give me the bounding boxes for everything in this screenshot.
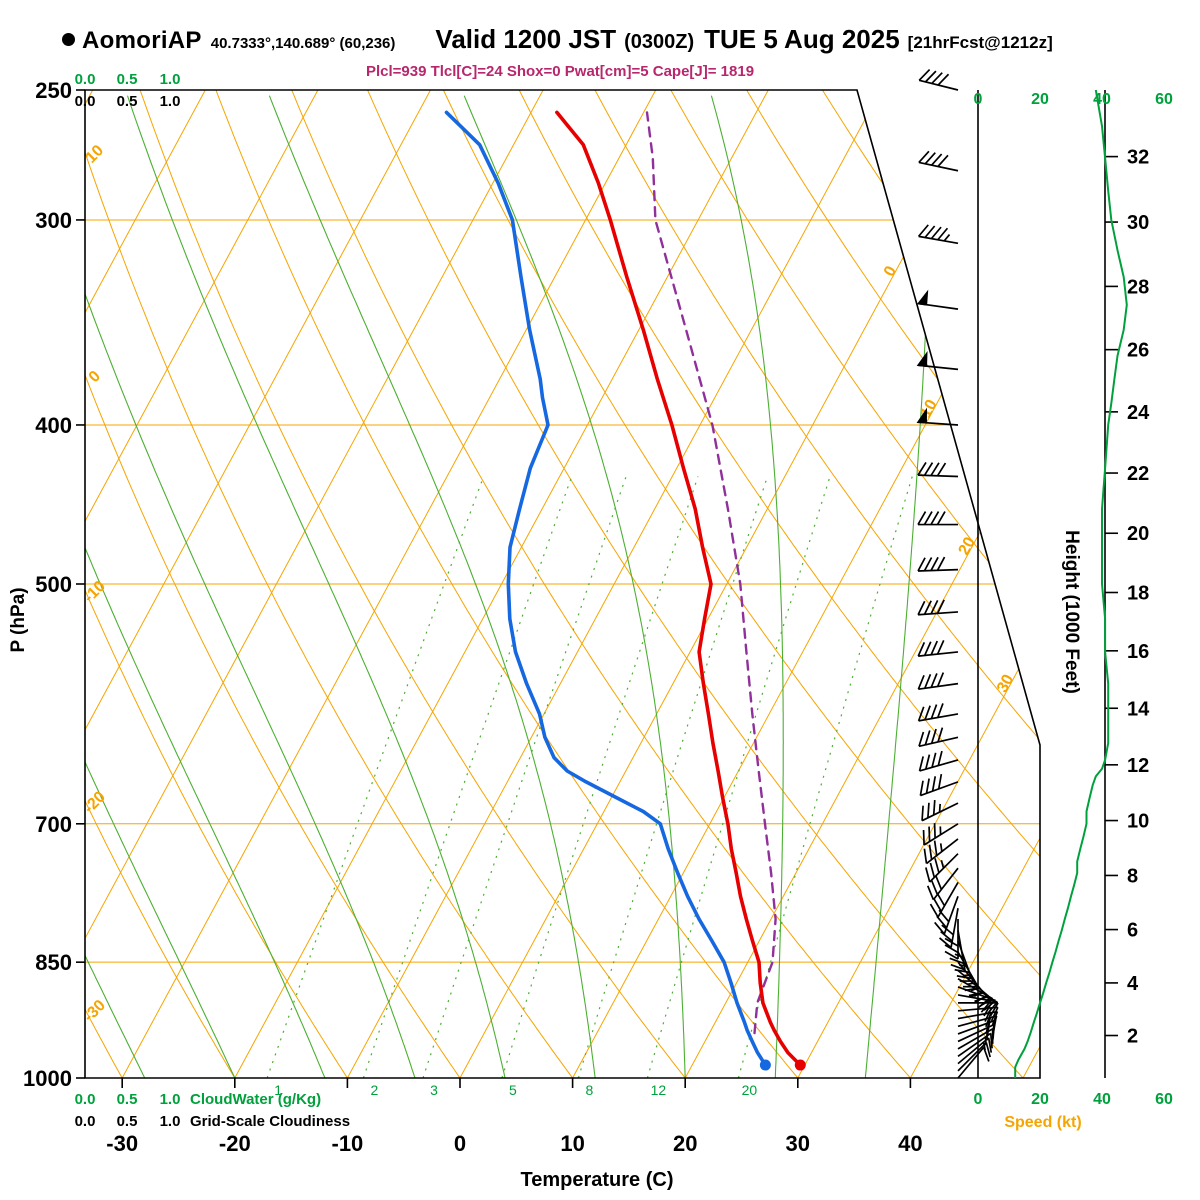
svg-text:20: 20 (956, 534, 979, 558)
wind-barb-column (916, 68, 999, 1079)
svg-text:4: 4 (1127, 973, 1139, 995)
svg-text:30: 30 (994, 672, 1017, 696)
svg-text:28: 28 (1127, 276, 1149, 298)
svg-text:0.5: 0.5 (117, 71, 138, 88)
background-grid (85, 90, 1040, 1078)
svg-text:0.0: 0.0 (75, 93, 96, 110)
forecast-tag: [21hrFcst@1212z] (907, 33, 1053, 52)
speed-axis-title: Speed (kt) (1004, 1114, 1081, 1131)
svg-text:0.0: 0.0 (75, 1091, 96, 1108)
svg-text:30: 30 (786, 1131, 810, 1156)
temperature-curve (555, 110, 803, 1067)
svg-text:850: 850 (35, 950, 72, 975)
svg-text:20: 20 (673, 1131, 697, 1156)
svg-text:0: 0 (454, 1131, 466, 1156)
svg-text:10: 10 (83, 142, 108, 167)
svg-text:2: 2 (1127, 1026, 1138, 1048)
svg-text:0.5: 0.5 (117, 1113, 138, 1130)
wind-speed-curve (1014, 89, 1128, 1078)
svg-text:10: 10 (560, 1131, 584, 1156)
svg-text:1.0: 1.0 (160, 71, 181, 88)
valid-time: Valid 1200 JST (435, 24, 617, 54)
station-name: AomoriAP (82, 27, 202, 54)
svg-text:-30: -30 (106, 1131, 138, 1156)
sounding-profiles (444, 110, 806, 1071)
svg-text:10: 10 (1127, 811, 1149, 833)
svg-text:20: 20 (1031, 1091, 1049, 1108)
svg-text:40: 40 (1093, 1091, 1111, 1108)
svg-text:40: 40 (898, 1131, 922, 1156)
parcel-curve (645, 111, 777, 1035)
svg-text:0.5: 0.5 (117, 93, 138, 110)
svg-text:1000: 1000 (23, 1066, 72, 1091)
svg-text:18: 18 (1127, 582, 1149, 604)
cloudiness-scale-label: Grid-Scale Cloudiness (190, 1113, 350, 1130)
svg-text:500: 500 (35, 572, 72, 597)
svg-text:0.0: 0.0 (75, 71, 96, 88)
cloudwater-scale-label: CloudWater (g/Kg) (190, 1091, 321, 1108)
height-axis-title: Height (1000 Feet) (1061, 530, 1082, 694)
svg-text:-10: -10 (332, 1131, 364, 1156)
svg-text:0: 0 (974, 91, 983, 108)
surface-temperature-dot (794, 1059, 806, 1071)
svg-text:20: 20 (1127, 523, 1149, 545)
svg-text:0.0: 0.0 (75, 1113, 96, 1130)
surface-dewpoint-dot (759, 1059, 771, 1071)
svg-text:2: 2 (370, 1082, 378, 1098)
svg-text:16: 16 (1127, 641, 1149, 663)
parcel-parameters-line: Plcl=939 Tlcl[C]=24 Shox=0 Pwat[cm]=5 Ca… (365, 63, 755, 80)
svg-text:700: 700 (35, 812, 72, 837)
svg-text:6: 6 (1127, 920, 1138, 942)
dewpoint-curve (444, 110, 768, 1067)
temperature-axis-title: Temperature (C) (521, 1169, 674, 1191)
svg-text:24: 24 (1127, 402, 1150, 424)
valid-zulu: (0300Z) (624, 31, 695, 53)
cloud-scales: 0.0 0.0 0.0 0.0 0.5 0.5 0.5 0.5 1.0 1.0 1.0 1.0 Clou… (75, 71, 350, 1130)
pressure-axis-title: P (hPa) (8, 587, 29, 652)
mixing-ratio-labels: 1 2 3 5 8 12 20 (274, 1082, 757, 1098)
temperature-tick-labels: -30 -20 -10 0 10 20 30 40 (106, 1131, 922, 1156)
svg-text:-20: -20 (219, 1131, 251, 1156)
svg-text:12: 12 (651, 1082, 667, 1098)
svg-text:3: 3 (430, 1082, 438, 1098)
svg-text:8: 8 (585, 1082, 593, 1098)
svg-text:8: 8 (1127, 865, 1138, 887)
svg-text:400: 400 (35, 413, 72, 438)
svg-text:20: 20 (742, 1082, 758, 1098)
svg-text:250: 250 (35, 78, 72, 103)
pressure-tick-labels: 250 300 400 500 700 850 1000 (23, 78, 72, 1091)
svg-text:1.0: 1.0 (160, 1091, 181, 1108)
svg-text:22: 22 (1127, 463, 1149, 485)
valid-date: TUE 5 Aug 2025 (704, 24, 900, 54)
svg-text:300: 300 (35, 208, 72, 233)
svg-text:1.0: 1.0 (160, 1113, 181, 1130)
svg-text:30: 30 (1127, 212, 1149, 234)
axes-frame (76, 89, 1118, 1088)
station-coords: 40.7333°,140.689° (60,236) (210, 35, 396, 52)
svg-text:1: 1 (274, 1082, 282, 1098)
svg-text:0: 0 (881, 263, 900, 279)
svg-text:60: 60 (1155, 91, 1173, 108)
svg-text:1.0: 1.0 (160, 93, 181, 110)
svg-text:12: 12 (1127, 755, 1149, 777)
svg-text:0.5: 0.5 (117, 1091, 138, 1108)
svg-text:32: 32 (1127, 147, 1149, 169)
svg-text:0: 0 (974, 1091, 983, 1108)
title-bar: AomoriAP 40.7333°,140.689° (60,236) Vali… (62, 24, 1053, 55)
svg-text:5: 5 (509, 1082, 517, 1098)
svg-text:20: 20 (1031, 91, 1049, 108)
svg-text:60: 60 (1155, 1091, 1173, 1108)
svg-text:26: 26 (1127, 340, 1149, 362)
svg-text:14: 14 (1127, 698, 1150, 720)
station-bullet-icon (62, 33, 75, 46)
